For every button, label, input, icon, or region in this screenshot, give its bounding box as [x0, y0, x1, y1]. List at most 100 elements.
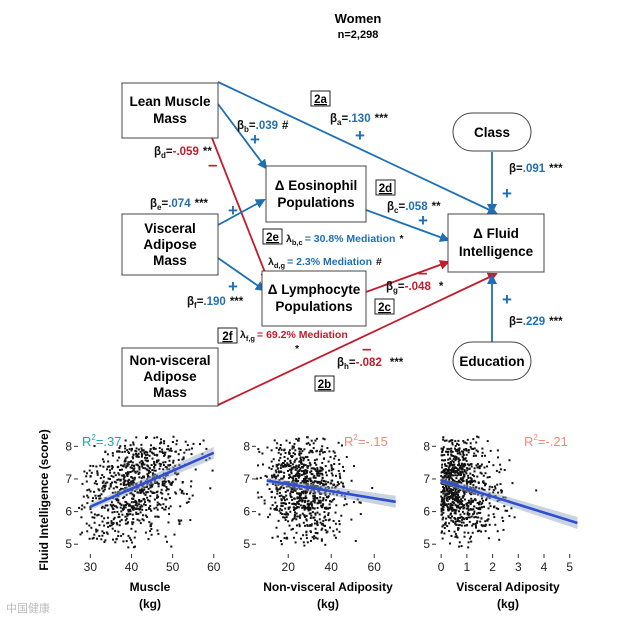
- data-point: [110, 501, 113, 504]
- data-point: [325, 506, 328, 509]
- data-point: [148, 521, 151, 524]
- data-point: [86, 530, 89, 533]
- data-point: [472, 448, 475, 450]
- data-point: [118, 515, 121, 518]
- data-point: [276, 490, 279, 493]
- data-point: [295, 479, 298, 482]
- data-point: [460, 524, 463, 527]
- data-point: [487, 507, 490, 510]
- data-point: [106, 532, 109, 535]
- data-point: [300, 491, 303, 493]
- data-point: [443, 527, 446, 529]
- data-point: [156, 436, 159, 439]
- data-point: [338, 463, 341, 465]
- data-point: [116, 450, 118, 453]
- data-point: [294, 489, 297, 492]
- data-point: [442, 469, 445, 472]
- data-point: [458, 524, 461, 526]
- data-point: [450, 535, 453, 537]
- data-point: [277, 470, 280, 473]
- data-point: [445, 464, 448, 467]
- data-point: [480, 517, 483, 520]
- data-point: [470, 540, 473, 543]
- data-point: [457, 527, 460, 530]
- data-point: [86, 472, 88, 475]
- data-point: [117, 516, 120, 519]
- data-point: [288, 452, 291, 455]
- data-point: [499, 463, 502, 466]
- data-point: [283, 513, 286, 516]
- data-point: [319, 482, 322, 485]
- data-point: [301, 499, 304, 502]
- data-point: [330, 465, 333, 468]
- data-point: [185, 493, 188, 495]
- data-point: [146, 491, 149, 494]
- data-point: [451, 506, 454, 509]
- data-point: [291, 519, 294, 522]
- data-point: [132, 441, 135, 444]
- data-point: [470, 463, 473, 465]
- data-point: [162, 503, 165, 506]
- data-point: [458, 447, 461, 450]
- data-point: [447, 516, 450, 519]
- arrow-lean-to-fluid: [217, 81, 498, 215]
- y-tick-label: 8: [243, 439, 250, 453]
- data-point: [156, 504, 159, 507]
- data-point: [454, 490, 457, 493]
- data-point: [443, 490, 446, 493]
- data-point: [167, 488, 170, 491]
- data-point: [156, 515, 159, 518]
- data-point: [350, 479, 353, 482]
- data-point: [455, 477, 458, 480]
- beta-c: βc=.058 **: [387, 201, 441, 215]
- data-point: [452, 474, 455, 477]
- data-point: [98, 489, 101, 492]
- data-point: [310, 480, 313, 483]
- data-point: [470, 447, 473, 450]
- data-point: [325, 483, 328, 486]
- data-point: [122, 464, 124, 467]
- data-point: [185, 448, 188, 451]
- data-point: [494, 487, 497, 490]
- data-point: [132, 505, 135, 508]
- data-point: [322, 503, 325, 506]
- data-point: [291, 445, 294, 448]
- data-point: [462, 476, 465, 479]
- data-point: [140, 463, 143, 466]
- data-point: [149, 505, 152, 507]
- data-point: [144, 454, 147, 457]
- data-point: [441, 450, 444, 453]
- data-point: [108, 469, 111, 472]
- data-point: [280, 540, 282, 542]
- data-point: [304, 499, 307, 502]
- data-point: [298, 515, 301, 518]
- data-point: [120, 534, 123, 537]
- data-point: [145, 509, 148, 511]
- data-point: [463, 468, 466, 471]
- data-point: [471, 500, 474, 503]
- data-point: [317, 470, 320, 473]
- data-point: [179, 505, 182, 508]
- data-point: [510, 507, 513, 510]
- data-point: [454, 520, 457, 523]
- data-point: [266, 483, 269, 486]
- data-point: [301, 456, 304, 459]
- data-point: [318, 480, 321, 483]
- data-point: [280, 502, 283, 505]
- data-point: [456, 452, 459, 455]
- data-point: [160, 438, 162, 441]
- data-point: [90, 526, 93, 529]
- data-point: [148, 506, 151, 509]
- data-point: [163, 480, 166, 483]
- data-point: [320, 449, 323, 452]
- data-point: [123, 481, 126, 484]
- data-point: [146, 499, 149, 502]
- data-point: [95, 530, 98, 533]
- data-point: [456, 506, 458, 509]
- data-point: [124, 439, 127, 442]
- data-point: [497, 456, 499, 459]
- data-point: [279, 512, 282, 514]
- data-point: [323, 524, 326, 527]
- data-point: [149, 490, 152, 493]
- data-point: [120, 510, 123, 513]
